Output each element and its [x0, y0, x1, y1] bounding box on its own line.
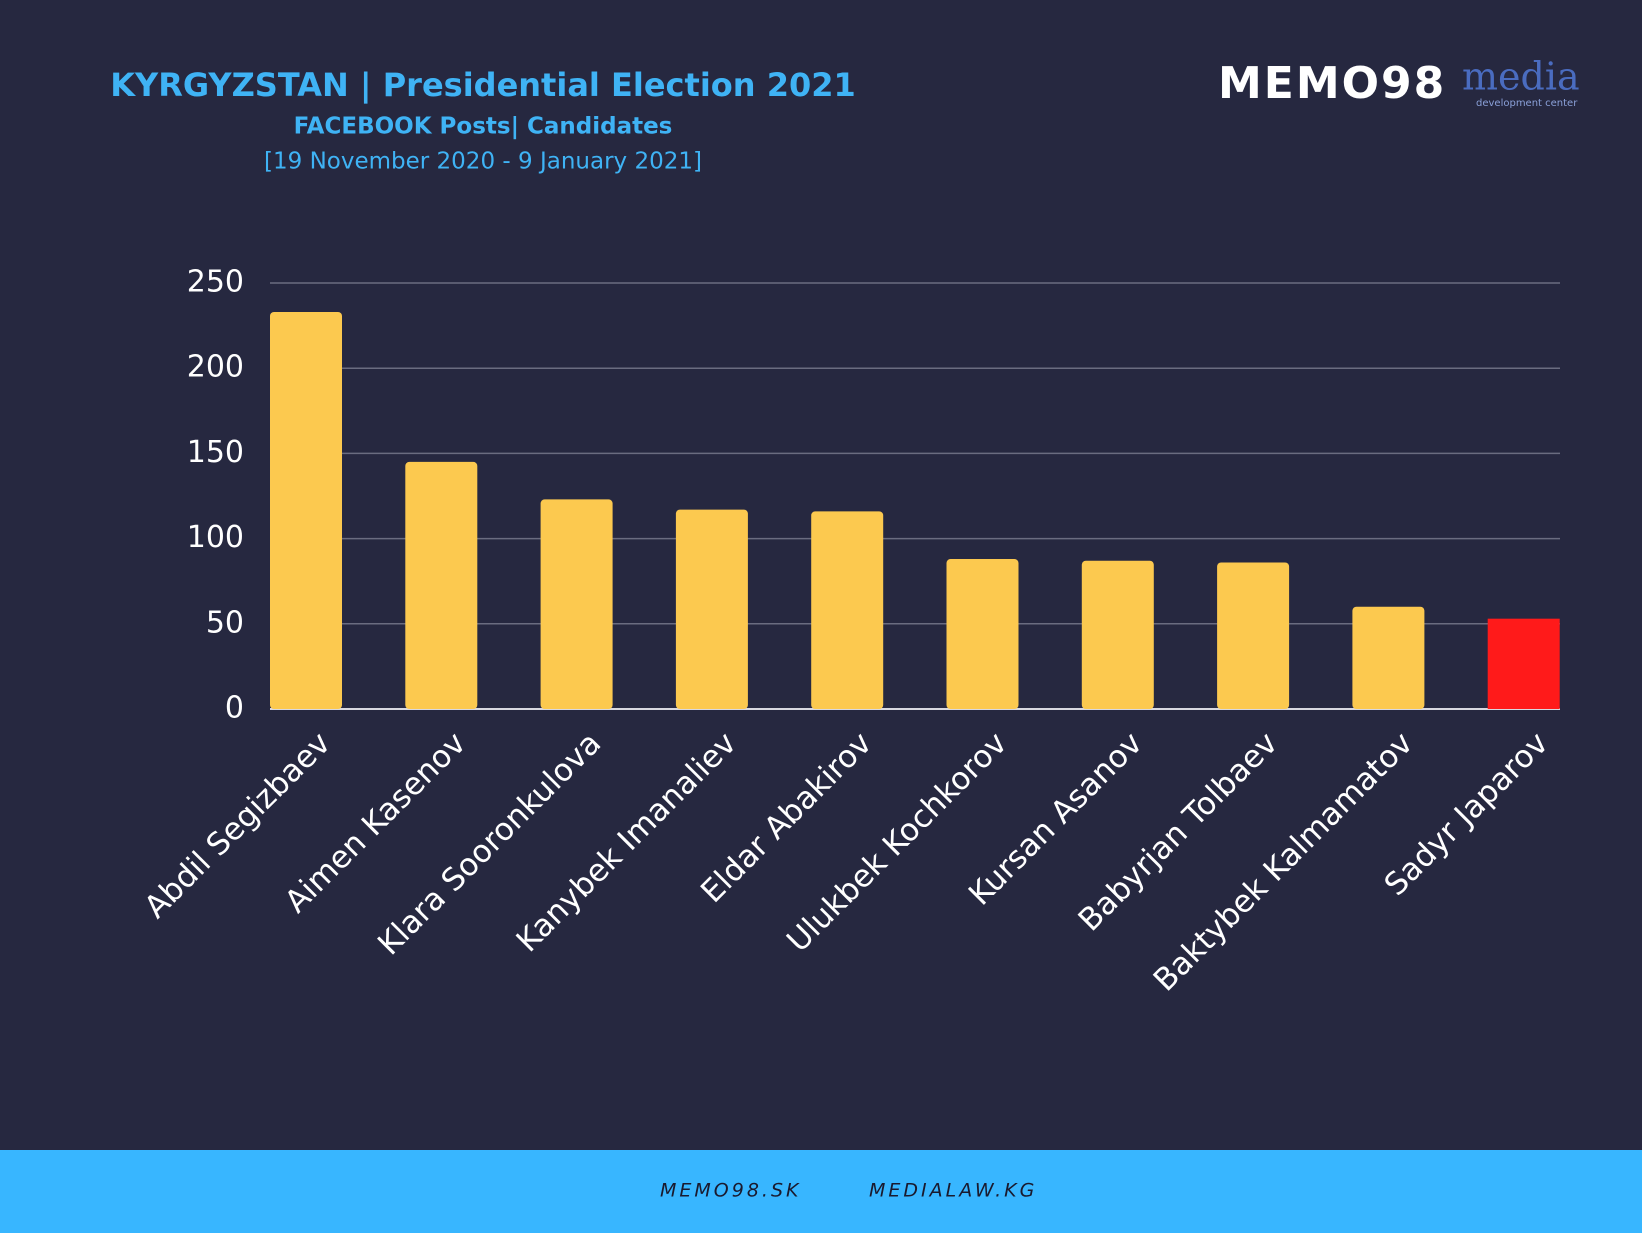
bar	[1352, 606, 1425, 709]
bar	[1487, 618, 1560, 709]
bar	[946, 559, 1019, 709]
chart-title: KYRGYZSTAN | Presidential Election 2021	[110, 66, 856, 105]
y-tick-label: 0	[225, 691, 244, 726]
y-tick-label: 50	[206, 605, 244, 640]
bar	[675, 509, 748, 709]
y-tick-label: 150	[187, 435, 244, 470]
bar	[811, 511, 884, 709]
bar	[405, 461, 478, 709]
bar	[270, 311, 342, 709]
bar	[1217, 562, 1290, 709]
y-tick-label: 200	[187, 350, 244, 385]
logo-subtitle: development center	[1476, 98, 1578, 109]
logo-memo98: MEMO98	[1218, 58, 1446, 109]
footer-bar	[0, 1150, 1642, 1233]
y-tick-label: 100	[187, 520, 244, 555]
footer-link: MEMO98.SK	[660, 1180, 801, 1202]
date-range: [19 November 2020 - 9 January 2021]	[264, 149, 702, 175]
bar	[1081, 560, 1154, 709]
footer-link: MEDIALAW.KG	[869, 1180, 1037, 1202]
chart-subtitle: FACEBOOK Posts| Candidates	[294, 114, 673, 140]
y-tick-label: 250	[187, 265, 244, 300]
logo-media: media	[1462, 55, 1580, 99]
bar	[540, 499, 613, 709]
